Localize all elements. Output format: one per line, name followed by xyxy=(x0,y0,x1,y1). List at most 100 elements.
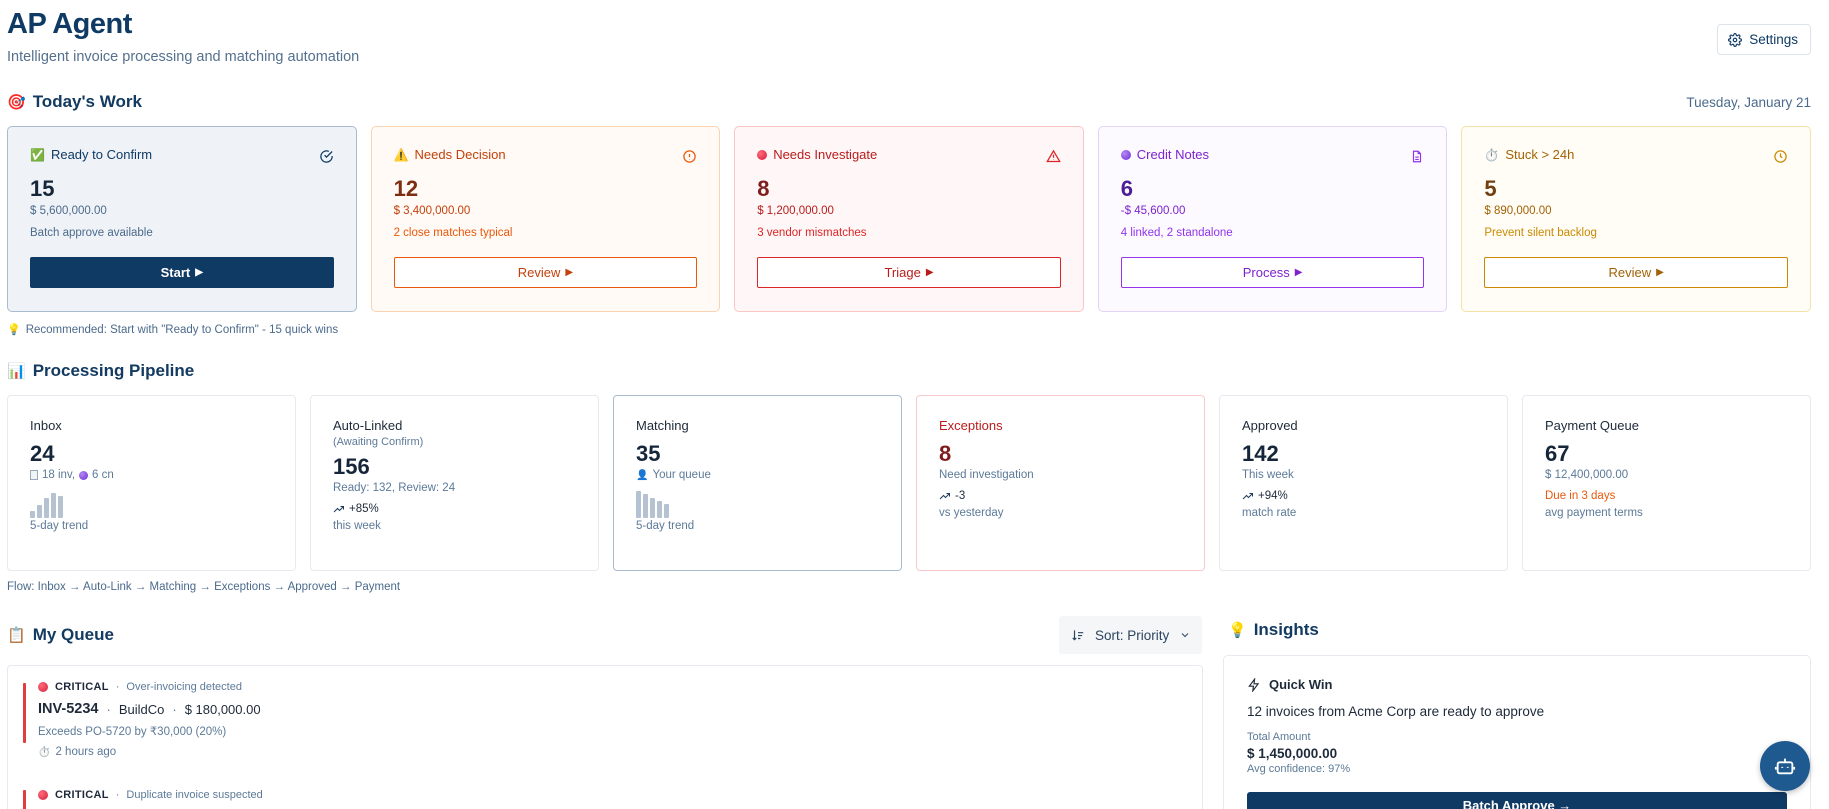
severity-bar xyxy=(23,683,26,743)
lightbulb-icon: 💡 xyxy=(7,323,21,336)
card-count: 15 xyxy=(30,176,55,201)
card-amount: $ 1,200,000.00 xyxy=(757,205,834,217)
total-amount: $ 1,450,000.00 xyxy=(1247,746,1338,761)
invoice-number: INV-5234 xyxy=(38,701,99,717)
pipeline-heading: 📊 Processing Pipeline xyxy=(7,361,194,381)
robot-icon xyxy=(1774,758,1796,775)
time-ago: 2 hours ago xyxy=(55,746,117,758)
current-date: Tuesday, January 21 xyxy=(1686,95,1811,110)
sort-icon xyxy=(1072,630,1084,641)
severity-label: CRITICAL xyxy=(55,681,109,693)
user-icon: 👤 xyxy=(636,469,649,481)
stage-label: Matching xyxy=(636,418,689,433)
inbox-breakdown: 18 inv, 6 cn xyxy=(30,469,273,481)
queue-heading: 📋 My Queue xyxy=(7,625,114,645)
sparkline-bar xyxy=(58,496,63,518)
stopwatch-icon: ⏱️ xyxy=(1484,147,1500,162)
card-note: 2 close matches typical xyxy=(393,227,513,239)
stage-count: 142 xyxy=(1242,441,1279,466)
stage-label: Payment Queue xyxy=(1545,418,1639,433)
settings-label: Settings xyxy=(1749,32,1798,47)
sparkline-bar xyxy=(664,504,669,518)
sparkline-bar xyxy=(650,498,655,518)
page-title: AP Agent xyxy=(7,8,132,40)
settings-button[interactable]: Settings xyxy=(1717,24,1811,55)
inbox-cn: 6 cn xyxy=(92,469,114,481)
stage-detail: Your queue xyxy=(652,469,711,481)
vendor-name: BuildCo xyxy=(118,701,165,717)
sparkline-bar xyxy=(37,505,42,518)
bar-chart-icon: 📊 xyxy=(7,362,26,380)
severity-label: CRITICAL xyxy=(55,789,109,801)
review-button[interactable]: Review ▶ xyxy=(393,257,698,288)
card-count: 8 xyxy=(757,176,770,201)
pipeline-exceptions[interactable]: Exceptions 8 Need investigation -3 vs ye… xyxy=(916,395,1205,571)
card-amount: $ 3,400,000.00 xyxy=(393,205,471,217)
pipeline-inbox[interactable]: Inbox 24 18 inv, 6 cn 5-day trend xyxy=(7,395,296,571)
start-button-label: Start xyxy=(160,265,191,280)
pipeline-autolinked[interactable]: Auto-Linked (Awaiting Confirm) 156 Ready… xyxy=(310,395,599,571)
stage-change: +94% xyxy=(1242,490,1485,502)
quick-win-card: Quick Win 12 invoices from Acme Corp are… xyxy=(1223,655,1811,809)
card-ready-to-confirm: ✅ Ready to Confirm 15 $ 5,600,000.00 Batc… xyxy=(7,126,357,312)
stage-label: Exceptions xyxy=(939,418,1003,433)
card-note: 4 linked, 2 standalone xyxy=(1120,227,1233,239)
triage-button[interactable]: Triage ▶ xyxy=(757,257,1061,288)
start-button[interactable]: Start ▶ xyxy=(30,257,334,288)
pipeline-cards: Inbox 24 18 inv, 6 cn 5-day trend Auto-L… xyxy=(7,395,1811,571)
quick-win-title: Quick Win xyxy=(1269,677,1333,692)
sparkline-bar xyxy=(643,494,648,518)
check-box-icon: ✅ xyxy=(30,147,45,162)
purple-circle-icon xyxy=(1120,149,1131,160)
play-icon: ▶ xyxy=(925,267,934,278)
stage-detail-row: 👤 Your queue xyxy=(636,469,879,481)
play-icon: ▶ xyxy=(195,267,203,278)
work-cards: ✅ Ready to Confirm 15 $ 5,600,000.00 Batc… xyxy=(7,126,1811,312)
card-needs-investigate: Needs Investigate 8 $ 1,200,000.00 3 ven… xyxy=(734,126,1084,312)
sparkline-bar xyxy=(30,511,35,518)
insights-title: Insights xyxy=(1253,620,1319,639)
card-label: Ready to Confirm xyxy=(50,147,153,162)
red-circle-icon xyxy=(38,790,48,800)
card-amount: $ 890,000.00 xyxy=(1484,205,1552,217)
card-needs-decision: ⚠️ Needs Decision 12 $ 3,400,000.00 2 clo… xyxy=(370,126,721,312)
stage-count: 35 xyxy=(636,441,661,466)
todays-work-title: Today's Work xyxy=(32,92,142,111)
invoice-icon xyxy=(30,470,38,480)
trend-up-icon xyxy=(1242,493,1253,500)
card-label: Stuck > 24h xyxy=(1505,147,1575,162)
check-circle-icon xyxy=(319,150,333,163)
pipeline-payment-queue[interactable]: Payment Queue 67 $ 12,400,000.00 Due in … xyxy=(1522,395,1811,571)
pipeline-approved[interactable]: Approved 142 This week +94% match rate xyxy=(1219,395,1508,571)
card-count: 6 xyxy=(1120,176,1134,201)
trend-label: 5-day trend xyxy=(636,520,695,532)
sparkline-bar xyxy=(51,493,56,518)
card-label: Credit Notes xyxy=(1136,147,1210,162)
stopwatch-icon: ⏱️ xyxy=(38,746,51,758)
pipeline-title: Processing Pipeline xyxy=(32,361,195,380)
change-label: this week xyxy=(333,520,381,532)
queue-item[interactable]: CRITICAL · Over-invoicing detected INV-5… xyxy=(38,681,261,758)
review-stuck-button[interactable]: Review ▶ xyxy=(1484,257,1788,288)
clipboard-icon: 📋 xyxy=(7,626,26,644)
flow-caption: Flow: Inbox → Auto-Link → Matching → Exc… xyxy=(7,581,401,593)
stage-label: Approved xyxy=(1242,418,1298,433)
target-icon: 🎯 xyxy=(7,93,26,111)
queue-detail: Exceeds PO-5720 by ₹30,000 (20%) xyxy=(38,726,227,738)
batch-approve-button[interactable]: Batch Approve → xyxy=(1247,792,1787,809)
process-button[interactable]: Process ▶ xyxy=(1120,257,1425,288)
change-label: match rate xyxy=(1242,507,1297,519)
pipeline-matching[interactable]: Matching 35 👤 Your queue 5-day trend xyxy=(613,395,902,571)
process-button-label: Process xyxy=(1242,265,1290,280)
card-label: Needs Decision xyxy=(414,147,506,162)
assistant-button[interactable] xyxy=(1760,741,1810,791)
sort-dropdown[interactable]: Sort: Priority xyxy=(1059,616,1202,654)
warning-triangle-icon xyxy=(1045,149,1061,163)
queue-title: My Queue xyxy=(32,625,114,644)
recommendation: 💡 Recommended: Start with "Ready to Conf… xyxy=(7,323,338,336)
queue-item[interactable]: CRITICAL · Duplicate invoice suspected xyxy=(38,789,263,801)
stage-count: 156 xyxy=(333,454,370,479)
invoice-amount: $ 180,000.00 xyxy=(184,701,261,717)
document-icon xyxy=(1413,150,1422,163)
trend-icon xyxy=(939,493,950,500)
